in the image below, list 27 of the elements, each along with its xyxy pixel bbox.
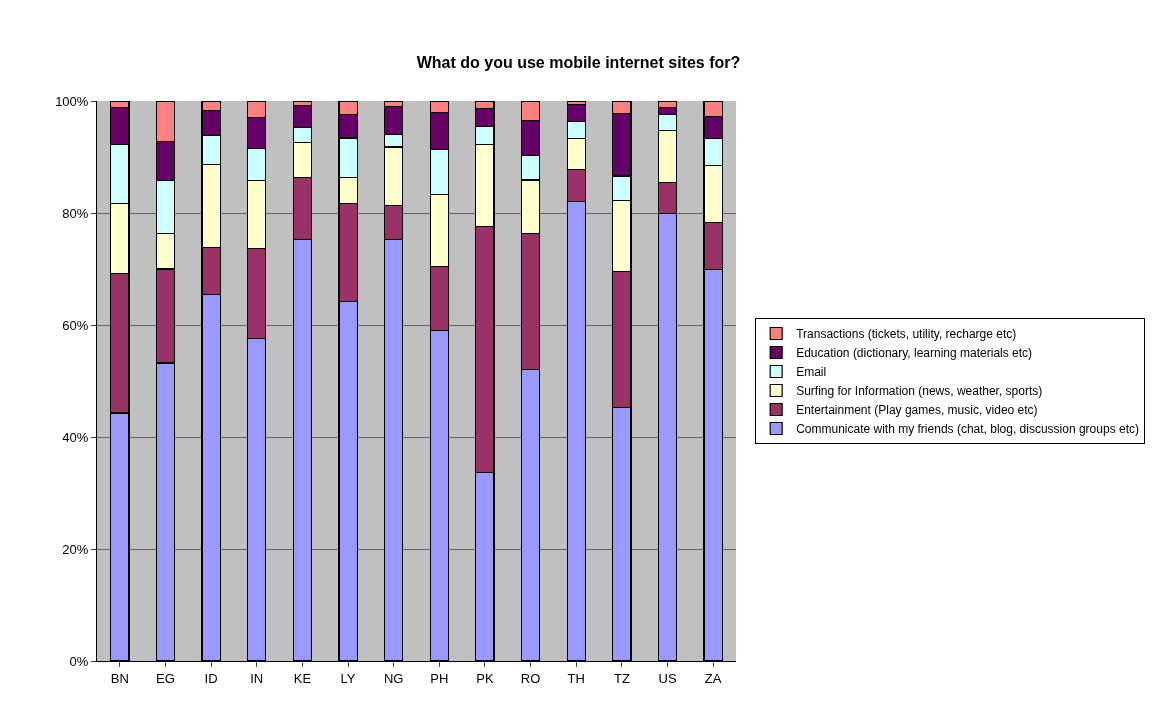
x-tick-label: ID (204, 670, 218, 686)
x-tick-label: ZA (704, 670, 722, 686)
legend-label: Education (dictionary, learning materials etc) (796, 346, 1033, 361)
x-tick-label: IN (250, 670, 264, 686)
chart-title: What do you use mobile internet sites for? (416, 54, 741, 72)
x-tick-label: EG (156, 670, 175, 686)
y-tick-label: 20% (62, 541, 89, 557)
legend-label: Surfing for Information (news, weather, sports) (796, 384, 1043, 399)
x-tick-label: KE (293, 670, 312, 686)
x-tick-label: NG (383, 670, 404, 686)
x-tick-label: RO (520, 670, 541, 686)
y-tick-label: 0% (69, 653, 89, 669)
y-tick-label: 100% (55, 93, 89, 109)
y-tick-label: 40% (62, 429, 89, 445)
x-tick-label: BN (110, 670, 129, 686)
x-tick-label: PK (476, 670, 494, 686)
x-tick-label: TH (567, 670, 585, 686)
x-tick-label: PH (430, 670, 449, 686)
y-tick-label: 60% (62, 317, 89, 333)
x-tick-label: US (658, 670, 677, 686)
legend-label: Communicate with my friends (chat, blog, discussion groups etc) (796, 422, 1139, 437)
x-tick-label: TZ (613, 670, 630, 686)
y-tick-label: 80% (62, 205, 89, 221)
legend-label: Entertainment (Play games, music, video etc) (796, 403, 1038, 418)
x-tick-label: LY (340, 670, 356, 686)
legend-label: Transactions (tickets, utility, recharge etc) (796, 327, 1017, 342)
legend-label: Email (796, 365, 827, 380)
